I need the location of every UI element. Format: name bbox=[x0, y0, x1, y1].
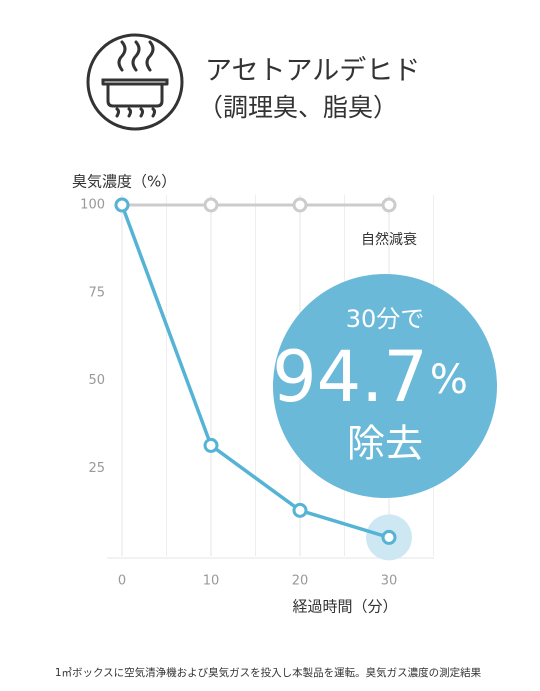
series-label: 自然減衰 bbox=[361, 231, 417, 248]
x-tick-label: 10 bbox=[203, 574, 220, 589]
callout-unit: % bbox=[430, 357, 468, 403]
point bbox=[203, 197, 219, 213]
point bbox=[292, 502, 308, 518]
series-line bbox=[120, 204, 390, 540]
pot-icon bbox=[86, 33, 184, 131]
plot: 0 10 20 30 25 50 75 100 30分で 94.7%除去 自然減衰 bbox=[80, 195, 497, 589]
point bbox=[292, 197, 308, 213]
point bbox=[114, 197, 130, 213]
point bbox=[381, 197, 397, 213]
x-tick-label: 0 bbox=[118, 574, 126, 589]
callout-circle bbox=[273, 274, 497, 498]
callout-tail: 除去 bbox=[347, 422, 423, 466]
title: アセトアルデヒド bbox=[205, 56, 420, 87]
y-tick-label: 75 bbox=[88, 285, 105, 300]
subtitle: （調理臭、脂臭） bbox=[198, 93, 398, 122]
callout-number: 94.7 bbox=[272, 336, 428, 418]
y-axis-label: 臭気濃度（%） bbox=[72, 173, 176, 191]
y-tick-label: 100 bbox=[80, 198, 105, 213]
callout-value: 94.7% bbox=[272, 336, 468, 418]
y-tick-label: 50 bbox=[88, 373, 105, 388]
point bbox=[381, 529, 397, 545]
y-tick-label: 25 bbox=[88, 461, 105, 476]
x-tick-label: 20 bbox=[292, 574, 309, 589]
callout-lead: 30分で bbox=[346, 305, 425, 333]
footnote: 1㎥ボックスに空気清浄機および臭気ガスを投入し本製品を運転。臭気ガス濃度の測定結… bbox=[55, 666, 482, 679]
point bbox=[203, 437, 219, 453]
x-tick-label: 30 bbox=[381, 574, 398, 589]
x-axis-label: 経過時間（分） bbox=[292, 598, 397, 616]
